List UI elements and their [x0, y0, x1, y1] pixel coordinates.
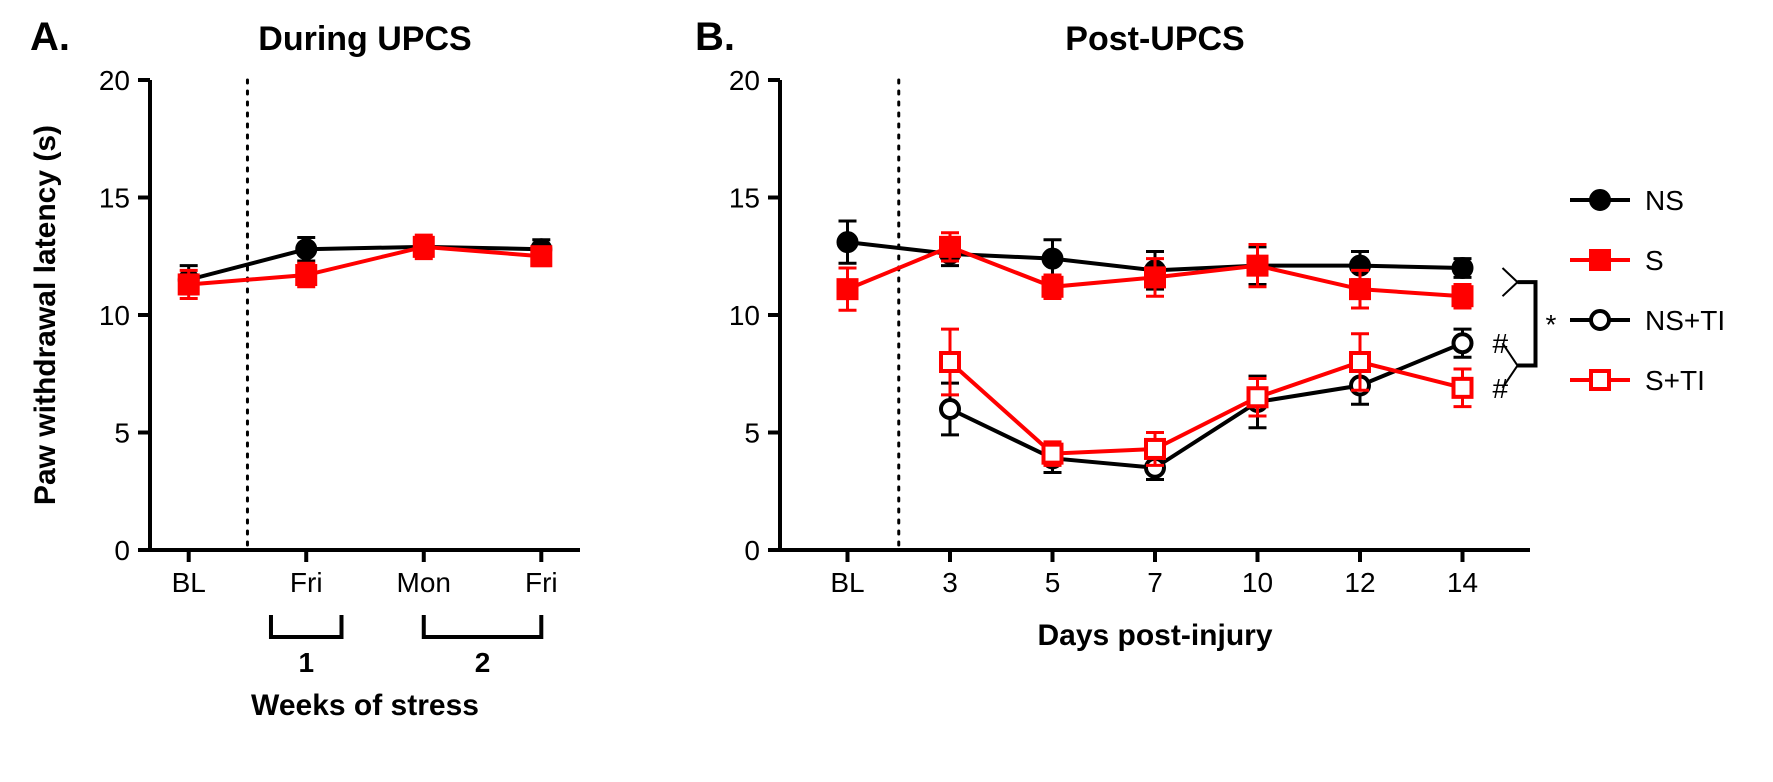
legend-label: NS+TI: [1645, 305, 1725, 336]
chart-title: Post-UPCS: [1065, 20, 1244, 58]
x-tick-label: Fri: [525, 567, 558, 598]
figure-svg: A.During UPCS05101520Paw withdrawal late…: [0, 0, 1773, 782]
x-tick-label: 10: [1242, 567, 1273, 598]
week-bracket-label: 1: [298, 647, 314, 678]
hash-label: #: [1493, 373, 1509, 404]
figure-root: A.During UPCS05101520Paw withdrawal late…: [0, 0, 1773, 782]
x-tick-label: BL: [172, 567, 206, 598]
star-label: *: [1546, 309, 1557, 340]
hash-label: #: [1493, 328, 1509, 359]
x-tick-label: 7: [1147, 567, 1163, 598]
x-tick-label: 5: [1045, 567, 1061, 598]
x-tick-label: 3: [942, 567, 958, 598]
y-tick-label: 20: [99, 65, 130, 96]
y-tick-label: 15: [729, 183, 760, 214]
week-bracket: [424, 615, 542, 637]
bracket-stub: [1503, 268, 1518, 282]
y-tick-label: 0: [114, 535, 130, 566]
legend-label: S: [1645, 245, 1664, 276]
x-tick-label: Fri: [290, 567, 323, 598]
chart-title: During UPCS: [258, 20, 471, 58]
y-tick-label: 5: [744, 418, 760, 449]
x-axis-label: Weeks of stress: [251, 689, 479, 722]
legend-label: S+TI: [1645, 365, 1705, 396]
y-tick-label: 0: [744, 535, 760, 566]
y-tick-label: 15: [99, 183, 130, 214]
panel-label: A.: [30, 15, 70, 59]
y-tick-label: 10: [99, 300, 130, 331]
x-tick-label: BL: [830, 567, 864, 598]
series-panelA-black: [180, 237, 551, 293]
comparison-bracket: [1518, 282, 1536, 365]
y-axis-label: Paw withdrawal latency (s): [29, 125, 62, 505]
x-tick-label: 12: [1344, 567, 1375, 598]
week-bracket-label: 2: [475, 647, 491, 678]
y-tick-label: 10: [729, 300, 760, 331]
x-axis-label: Days post-injury: [1037, 619, 1272, 652]
series-NS+TI: [941, 329, 1472, 479]
x-tick-label: Mon: [397, 567, 451, 598]
y-tick-label: 20: [729, 65, 760, 96]
y-tick-label: 5: [114, 418, 130, 449]
bracket-stub: [1503, 282, 1518, 296]
week-bracket: [271, 615, 342, 637]
series-line: [950, 343, 1463, 468]
x-tick-label: 14: [1447, 567, 1478, 598]
legend-label: NS: [1645, 185, 1684, 216]
series-S: [839, 233, 1472, 311]
panel-label: B.: [695, 15, 735, 59]
